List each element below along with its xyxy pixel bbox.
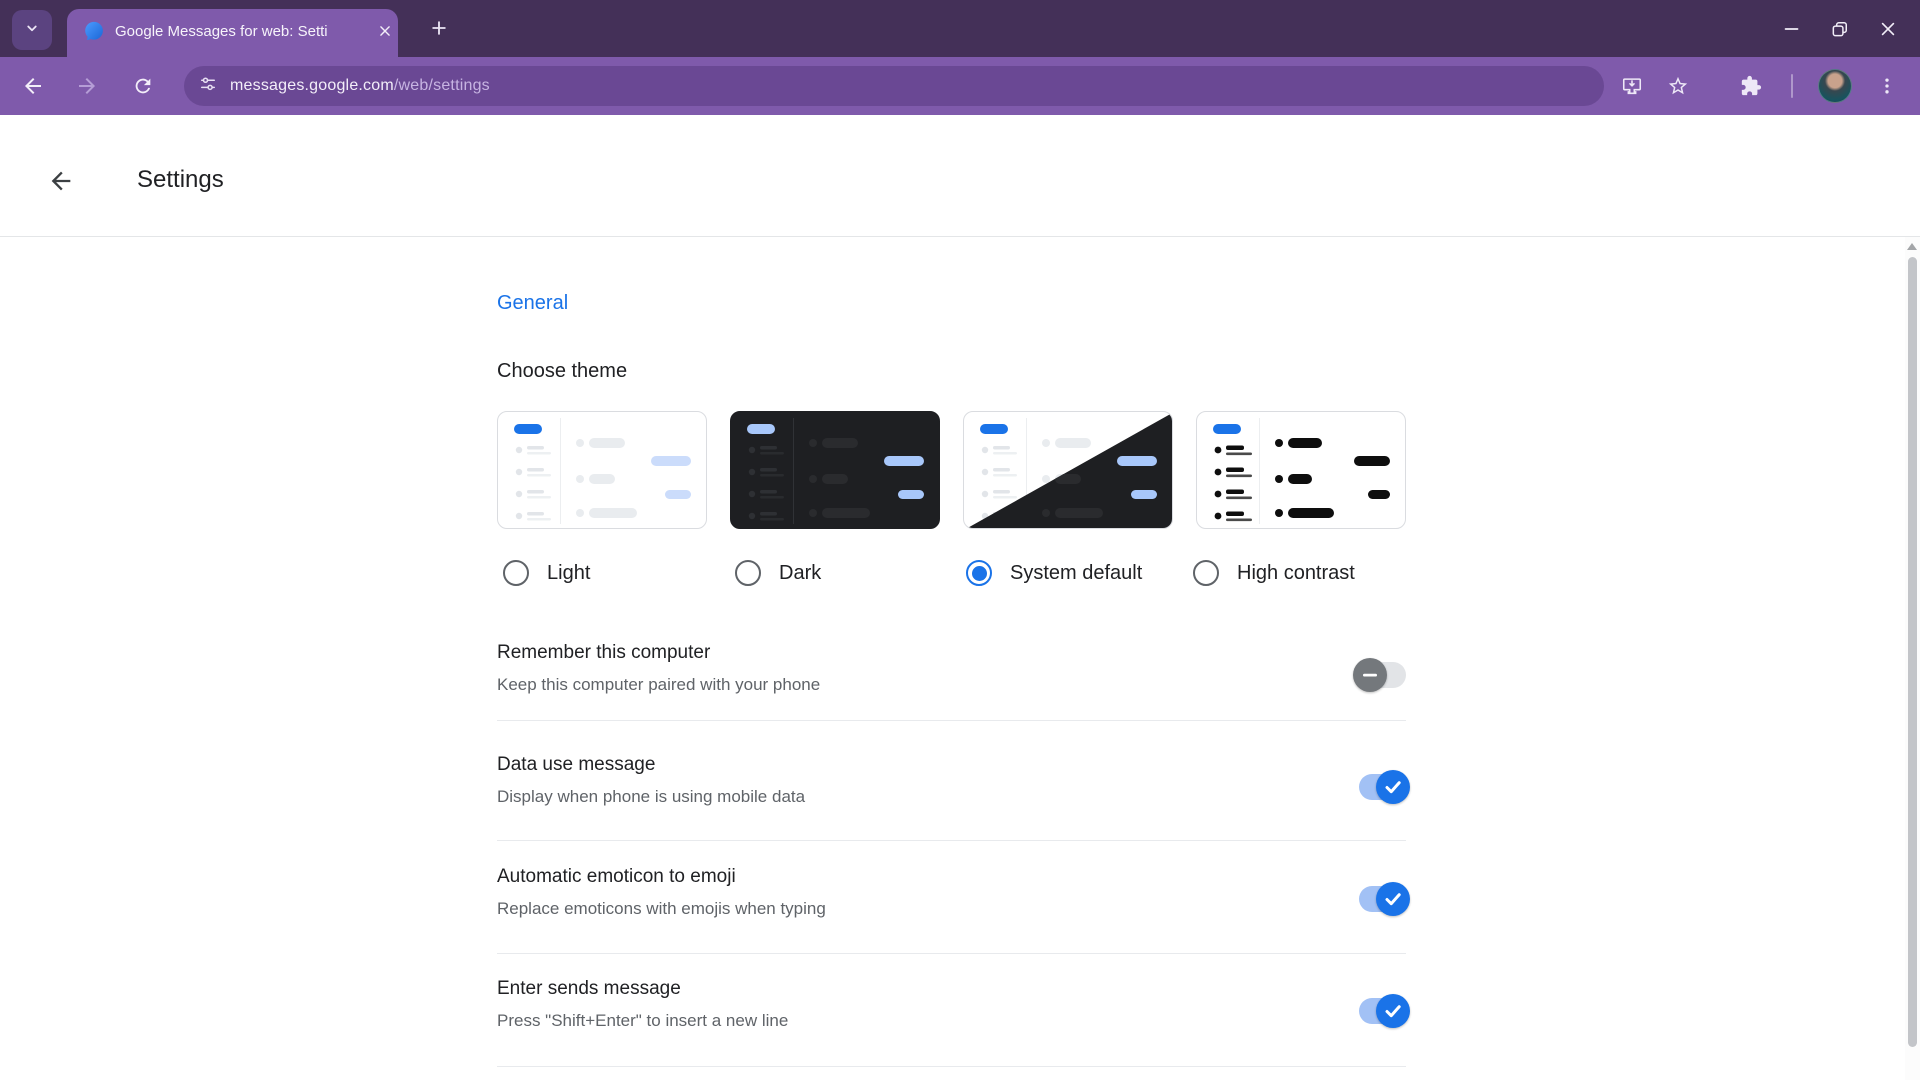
setting-subtitle: Display when phone is using mobile data — [497, 787, 806, 806]
close-window-button[interactable] — [1864, 9, 1912, 49]
radio-label-system-default: System default — [1010, 561, 1143, 584]
section-heading-general: General — [497, 292, 569, 314]
setting-title: Enter sends message — [497, 978, 681, 999]
back-arrow-icon — [47, 167, 75, 200]
scrollbar[interactable] — [1905, 237, 1920, 1080]
setting-row-emoticon-to-emoji: Automatic emoticon to emoji Replace emot… — [497, 866, 1410, 962]
site-settings-icon[interactable] — [198, 74, 218, 99]
browser-toolbar: messages.google.com/web/settings — [0, 57, 1920, 115]
extensions-button[interactable] — [1735, 70, 1767, 102]
radio-label-high-contrast: High contrast — [1237, 561, 1355, 584]
page-title: Settings — [137, 166, 224, 193]
restore-button[interactable] — [1816, 9, 1864, 49]
check-icon — [1385, 781, 1401, 794]
setting-subtitle: Press "Shift+Enter" to insert a new line — [497, 1011, 789, 1030]
setting-title: Automatic emoticon to emoji — [497, 866, 736, 887]
toggle-data-use[interactable] — [1359, 770, 1410, 804]
toggle-enter-sends[interactable] — [1359, 994, 1410, 1028]
tab-strip: Google Messages for web: Setti — [0, 0, 1920, 57]
tab-title: Google Messages for web: Setti — [115, 23, 328, 40]
page-back-button[interactable] — [46, 167, 76, 197]
plus-icon — [429, 18, 449, 43]
window-controls — [1768, 0, 1912, 57]
reload-button[interactable] — [127, 70, 159, 102]
setting-row-enter-sends: Enter sends message Press "Shift+Enter" … — [497, 978, 1410, 1074]
choose-theme-label: Choose theme — [497, 360, 628, 382]
check-icon — [1385, 893, 1401, 906]
setting-subtitle: Replace emoticons with emojis when typin… — [497, 899, 826, 918]
check-icon — [1385, 1005, 1401, 1018]
toggle-emoticon-to-emoji[interactable] — [1359, 882, 1410, 916]
install-app-button[interactable] — [1616, 70, 1648, 102]
radio-label-light: Light — [547, 561, 591, 584]
radio-label-dark: Dark — [779, 561, 822, 584]
radio-high-contrast[interactable] — [1193, 560, 1219, 586]
toggle-remember-computer[interactable] — [1353, 658, 1406, 692]
theme-preview-row — [497, 411, 1406, 529]
setting-row-remember-computer: Remember this computer Keep this compute… — [497, 642, 1406, 738]
dark-theme-preview — [731, 412, 939, 528]
light-theme-preview — [514, 418, 691, 524]
radio-dark[interactable] — [735, 560, 761, 586]
theme-card-light[interactable] — [497, 411, 707, 529]
theme-card-dark[interactable] — [730, 411, 940, 529]
active-tab[interactable]: Google Messages for web: Setti — [67, 9, 398, 57]
forward-button[interactable] — [71, 70, 103, 102]
minimize-button[interactable] — [1768, 9, 1816, 49]
menu-button[interactable] — [1871, 70, 1903, 102]
profile-avatar[interactable] — [1818, 69, 1852, 103]
theme-option-system-default[interactable]: System default — [966, 558, 1142, 588]
theme-card-high-contrast[interactable] — [1196, 411, 1406, 529]
bookmark-star-button[interactable] — [1662, 70, 1694, 102]
theme-card-system-default[interactable] — [963, 411, 1173, 529]
minus-icon — [1363, 673, 1377, 677]
chevron-down-icon — [23, 19, 41, 42]
url-bar[interactable]: messages.google.com/web/settings — [184, 66, 1604, 106]
theme-option-dark[interactable]: Dark — [735, 558, 821, 588]
scroll-up-arrow-icon[interactable] — [1907, 243, 1917, 250]
setting-row-data-use: Data use message Display when phone is u… — [497, 754, 1410, 850]
row-divider — [497, 953, 1406, 954]
header-divider — [0, 236, 1920, 237]
new-tab-button[interactable] — [423, 14, 455, 46]
radio-system-default[interactable] — [966, 560, 992, 586]
setting-title: Data use message — [497, 754, 656, 775]
row-divider — [497, 720, 1406, 721]
url-path: /web/settings — [393, 77, 490, 94]
back-button[interactable] — [17, 70, 49, 102]
row-divider — [497, 1066, 1406, 1067]
radio-light[interactable] — [503, 560, 529, 586]
theme-option-high-contrast[interactable]: High contrast — [1193, 558, 1355, 588]
system-default-theme-preview — [964, 412, 1172, 528]
scrollbar-thumb[interactable] — [1908, 257, 1917, 1047]
url-domain: messages.google.com — [230, 77, 394, 94]
tab-close-button[interactable] — [374, 22, 396, 44]
high-contrast-theme-preview — [1213, 418, 1390, 524]
toolbar-separator — [1791, 74, 1793, 98]
setting-subtitle: Keep this computer paired with your phon… — [497, 675, 821, 694]
close-icon — [378, 24, 392, 43]
messages-bubble-icon — [83, 20, 105, 47]
theme-option-light[interactable]: Light — [503, 558, 590, 588]
tab-search-button[interactable] — [12, 10, 52, 50]
setting-title: Remember this computer — [497, 642, 711, 663]
row-divider — [497, 840, 1406, 841]
